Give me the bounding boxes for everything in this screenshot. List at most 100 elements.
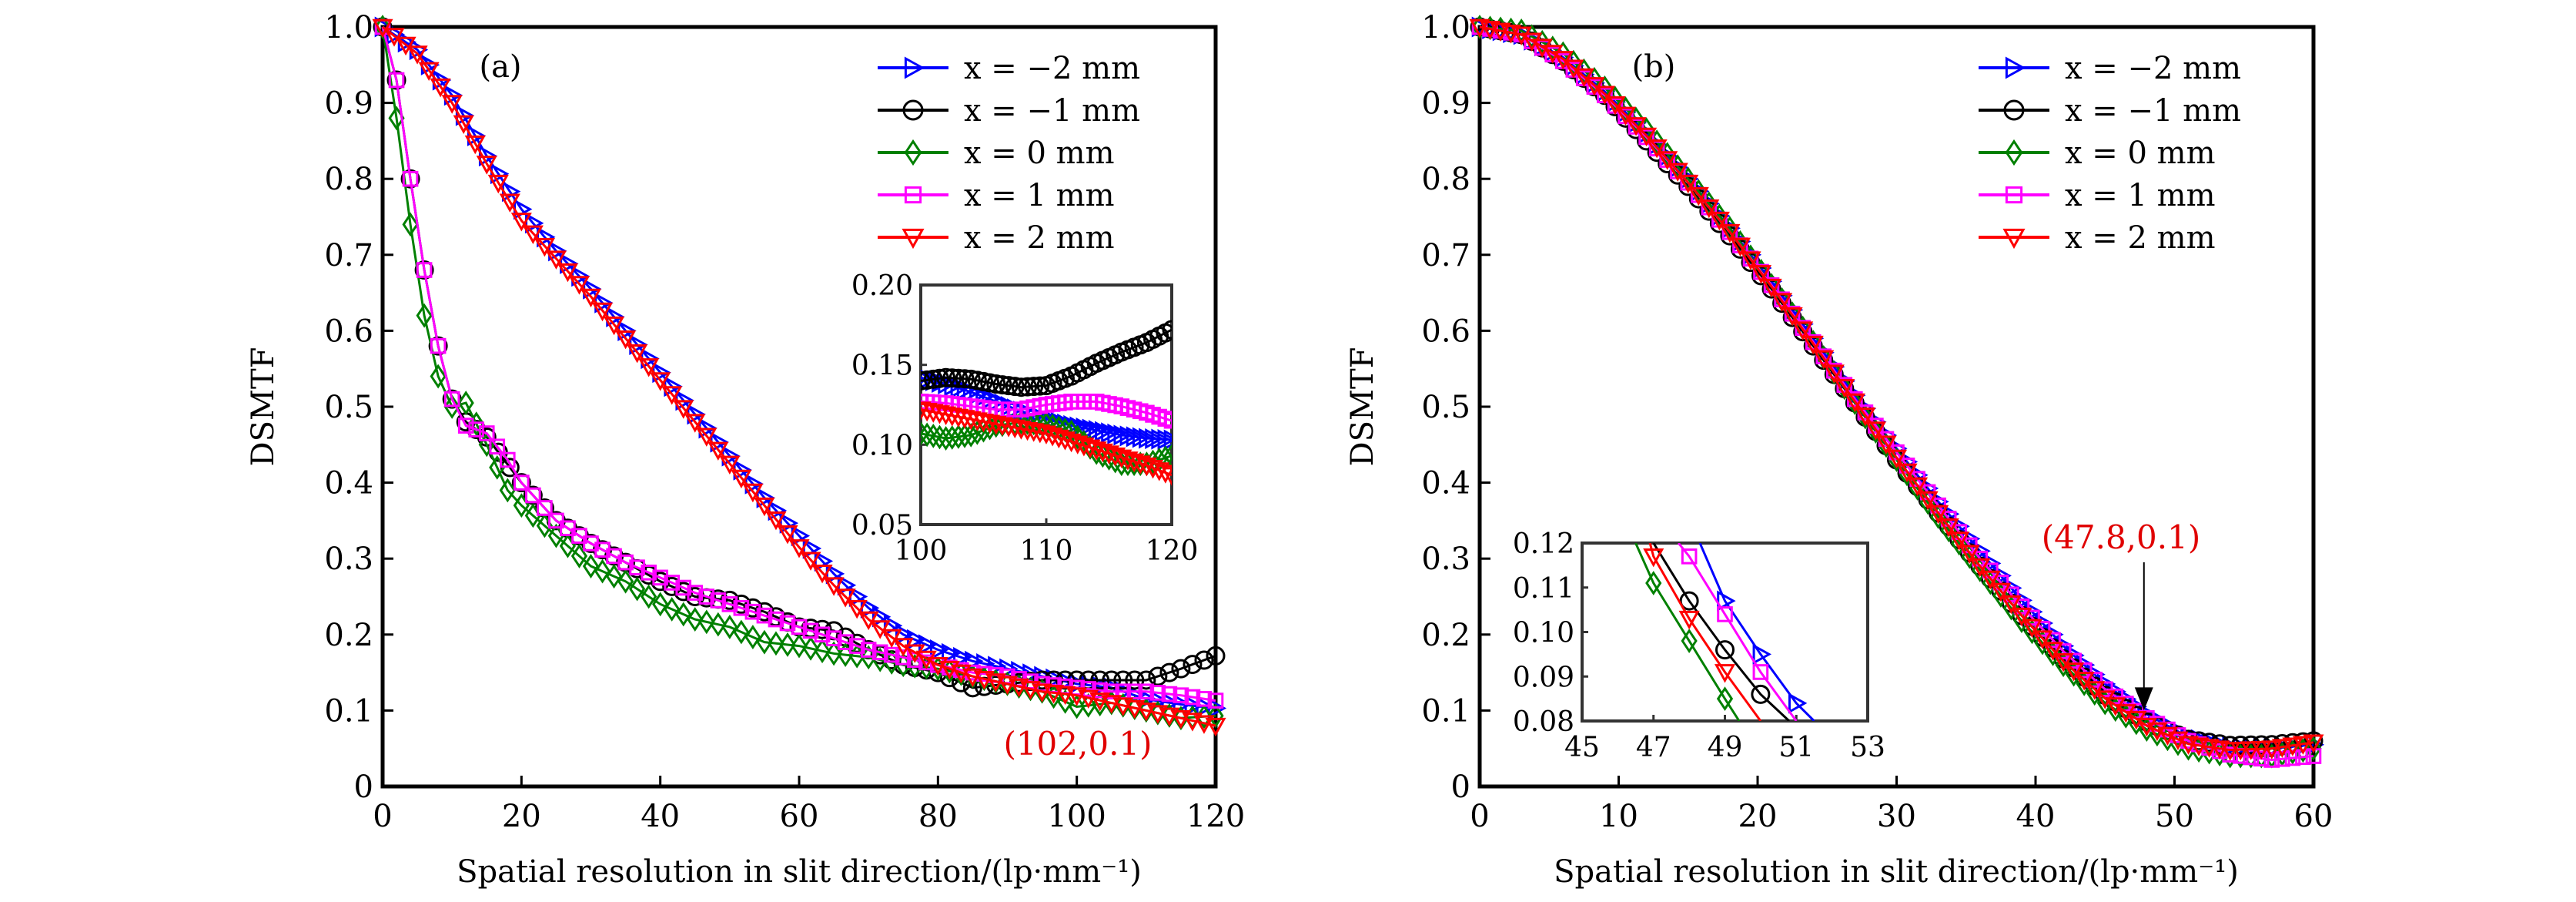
inset-data-point-marker (1092, 443, 1113, 463)
data-point-marker (1008, 678, 1030, 698)
inset-y-tick-label: 0.08 (1513, 706, 1574, 738)
inset-data-point-marker (1073, 438, 1095, 457)
inset-data-point-marker (944, 425, 961, 450)
legend-marker (2003, 99, 2025, 121)
inset-data-point-marker (1113, 424, 1132, 446)
data-point-marker (650, 372, 671, 391)
data-point-marker (777, 525, 798, 545)
data-point-marker (2011, 607, 2032, 627)
legend-label: x = 0 mm (964, 136, 1115, 171)
data-point-marker (1750, 265, 1772, 284)
y-axis-label: DSMTF (1345, 347, 1380, 467)
y-tick-label: 0.8 (324, 162, 373, 197)
data-point-marker (525, 487, 541, 504)
inset-data-point-marker (1681, 629, 1698, 653)
data-point-marker (2284, 749, 2301, 766)
data-point-marker (942, 642, 961, 664)
data-point-marker (765, 511, 787, 531)
y-tick-label: 0 (1451, 770, 1470, 805)
x-tick-label: 50 (2155, 799, 2194, 834)
data-point-marker (441, 95, 463, 114)
data-point-marker (591, 302, 614, 322)
legend-label: x = 0 mm (2065, 136, 2216, 171)
inset-data-point-marker (1061, 433, 1082, 453)
data-point-marker (2084, 681, 2106, 700)
legend-label: x = −1 mm (964, 93, 1140, 129)
inset-data-point-marker (1088, 420, 1108, 441)
data-point-marker (514, 474, 530, 491)
inset-data-point-marker (1645, 571, 1662, 595)
data-point-marker (1136, 670, 1156, 690)
inset-data-point-marker (1752, 643, 1771, 665)
inset-data-point-marker (929, 368, 949, 388)
data-point-marker (629, 576, 646, 602)
inset-data-point-marker (1048, 429, 1069, 449)
data-point-marker (835, 588, 856, 608)
data-point-marker (627, 344, 648, 364)
data-point-marker (2243, 749, 2260, 766)
inset-y-tick-label: 0.12 (1513, 528, 1574, 560)
data-point-marker (652, 592, 669, 617)
y-tick-label: 0.4 (1421, 466, 1470, 501)
data-point-marker (791, 633, 808, 659)
data-point-marker (754, 497, 775, 517)
data-point-marker (617, 568, 634, 594)
annotation-label: (47.8,0.1) (2042, 518, 2200, 556)
series-2 (374, 15, 1224, 731)
data-point-marker (478, 425, 495, 441)
data-point-marker (661, 386, 683, 405)
data-point-marker (1885, 449, 1908, 469)
data-point-marker (1844, 393, 1865, 413)
inset-data-point-marker (948, 408, 969, 428)
data-point-marker (811, 564, 833, 584)
inset-data-point-marker (992, 375, 1012, 395)
data-point-marker (733, 599, 750, 616)
inset-data-point-marker (1162, 320, 1172, 340)
inset-x-tick-label: 47 (1636, 732, 1671, 763)
data-point-marker (1855, 407, 1876, 427)
data-point-marker (1149, 685, 1166, 701)
data-point-marker (2251, 735, 2271, 755)
x-tick-label: 80 (918, 799, 958, 834)
inset-data-point-marker (1086, 441, 1107, 461)
x-tick-label: 60 (2294, 799, 2333, 834)
data-point-marker (2241, 735, 2261, 755)
data-point-marker (487, 174, 509, 194)
inset-data-point-marker (921, 371, 931, 391)
inset-data-point-marker (1151, 428, 1170, 450)
inset-series-3 (1678, 543, 1798, 721)
inset-data-point-marker (1005, 377, 1025, 397)
x-tick-label: 0 (373, 799, 392, 834)
data-point-marker (499, 478, 516, 503)
y-tick-label: 0.6 (324, 314, 373, 349)
data-point-marker (476, 156, 497, 175)
data-point-marker (1771, 293, 1793, 312)
inset-data-point-marker (942, 368, 962, 388)
inset-data-point-marker (1157, 429, 1172, 451)
inset-data-point-marker (985, 416, 1007, 435)
data-point-marker (768, 611, 785, 628)
data-point-marker (996, 676, 1019, 695)
data-point-marker (1657, 151, 1678, 170)
data-point-marker (2261, 740, 2283, 759)
inset-y-tick-label: 0.10 (851, 430, 913, 461)
inset-series-1 (1652, 543, 1790, 721)
inset-data-point-marker (954, 410, 975, 429)
data-point-marker (675, 579, 692, 596)
data-point-marker (1979, 570, 2001, 590)
data-point-marker (1170, 709, 1192, 729)
inset: 45 47 49 51 53 0.08 0.09 0.10 0.11 0.12 (1513, 528, 1885, 763)
data-point-marker (708, 441, 729, 461)
data-point-marker (1740, 251, 1761, 270)
data-point-marker (641, 584, 657, 609)
y-tick-label: 0.2 (1421, 618, 1470, 653)
data-point-marker (2063, 662, 2085, 682)
data-point-marker (1938, 518, 1959, 538)
data-point-marker (1184, 689, 1201, 706)
data-point-marker (1080, 692, 1097, 718)
inset: 100 110 120 0.05 0.10 0.15 0.20 (851, 270, 1199, 567)
inset-data-point-marker (921, 422, 935, 448)
inset-data-point-marker (1067, 435, 1089, 454)
data-point-marker (2250, 740, 2272, 760)
